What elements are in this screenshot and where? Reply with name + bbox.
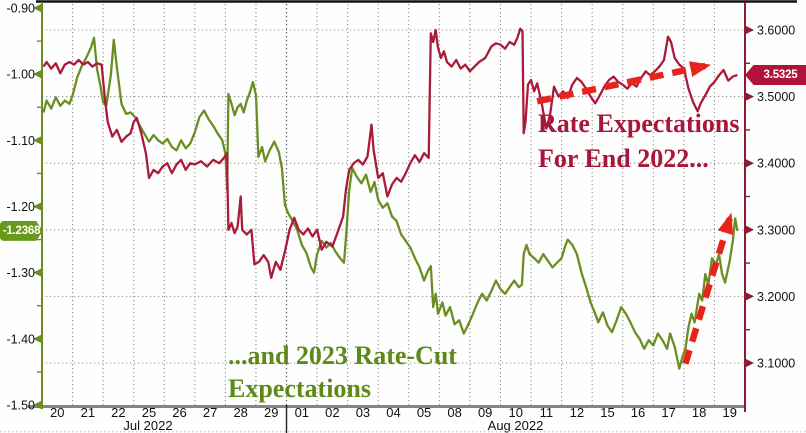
annotation-2023-line1: ...and 2023 Rate-Cut — [228, 341, 457, 370]
x-axis-day-label: 25 — [142, 405, 156, 420]
x-axis-day-label: 12 — [570, 405, 584, 420]
x-axis-day-label: 21 — [81, 405, 95, 420]
series-2023-rate-cut-expectations — [42, 36, 739, 370]
right-tick-arrow-icon — [746, 26, 754, 34]
right-tick-arrow-icon — [746, 292, 754, 301]
left-axis-tick-label: -1.20 — [7, 200, 36, 214]
annotation-end-2022-line2: For End 2022... — [538, 144, 709, 173]
left-tick-arrow-icon — [33, 268, 41, 277]
left-axis-value-badge: -1.2368 — [0, 220, 43, 241]
left-axis-tick-label: -1.00 — [7, 68, 36, 82]
right-axis-tick-label: 3.6000 — [757, 24, 795, 38]
trend-arrow-rate-cuts — [682, 212, 733, 365]
left-axis-last-value: -1.2368 — [2, 224, 41, 237]
right-tick-arrow-icon — [746, 159, 754, 168]
x-axis-day-label: 18 — [692, 405, 706, 420]
annotation-2023-rate-cuts: ...and 2023 Rate-Cut Expectations — [228, 339, 457, 405]
x-axis-day-label: 19 — [722, 405, 736, 420]
left-tick-arrow-icon — [33, 401, 41, 409]
x-axis-month-label: Aug 2022 — [488, 418, 544, 433]
annotation-2023-line2: Expectations — [228, 374, 371, 403]
annotation-end-2022-line1: Rate Expectations — [538, 109, 740, 138]
left-tick-arrow-icon — [33, 4, 41, 12]
right-tick-arrow-icon — [746, 92, 754, 101]
x-axis-day-label: 08 — [447, 405, 461, 420]
right-axis-tick-label: 3.5000 — [757, 90, 795, 104]
series-rate-expectations-2022 — [42, 27, 738, 279]
left-tick-arrow-icon — [33, 136, 41, 145]
x-axis-day-label: 09 — [478, 405, 492, 420]
right-axis-tick-label: 3.1000 — [757, 357, 795, 371]
right-axis-tick-label: 3.3000 — [757, 223, 795, 237]
x-axis-day-label: 27 — [203, 405, 217, 420]
x-axis-day-label: 03 — [356, 405, 370, 420]
x-axis-day-label: 22 — [111, 405, 125, 420]
right-axis-value-badge: 3.5325 — [745, 64, 806, 85]
left-tick-arrow-icon — [33, 70, 41, 79]
x-axis-day-label: 04 — [386, 405, 400, 420]
x-axis-day-label: 20 — [50, 405, 64, 420]
x-axis-day-label: 10 — [509, 405, 523, 420]
x-axis-day-label: 17 — [661, 405, 675, 420]
x-axis-day-label: 01 — [295, 405, 309, 420]
left-tick-arrow-icon — [33, 202, 41, 211]
right-axis-tick-label: 3.2000 — [757, 290, 795, 304]
right-tick-arrow-icon — [746, 225, 754, 234]
trend-arrow-rate-expectations — [536, 61, 712, 105]
left-axis-tick-label: -1.40 — [7, 332, 36, 346]
x-axis-day-label: 02 — [325, 405, 339, 420]
right-tick-arrow-icon — [746, 359, 754, 367]
x-axis-day-label: 11 — [540, 405, 554, 420]
x-axis-day-label: 29 — [264, 405, 278, 420]
left-axis-tick-label: -0.90 — [7, 2, 36, 16]
x-axis-day-label: 26 — [172, 405, 186, 420]
left-axis-tick-label: -1.10 — [7, 134, 36, 148]
left-tick-arrow-icon — [33, 334, 41, 343]
x-axis-day-label: 05 — [417, 405, 431, 420]
annotation-end-2022-rates: Rate Expectations For End 2022... — [538, 106, 739, 176]
right-axis-last-value: 3.5325 — [763, 68, 798, 81]
x-axis-day-label: 15 — [600, 405, 614, 420]
x-axis-month-label: Jul 2022 — [123, 418, 172, 433]
left-axis-tick-label: -1.50 — [7, 399, 36, 413]
x-axis-day-label: 28 — [233, 405, 247, 420]
right-axis-tick-label: 3.4000 — [757, 157, 795, 171]
x-axis-day-label: 16 — [631, 405, 645, 420]
left-axis-tick-label: -1.30 — [7, 266, 36, 280]
